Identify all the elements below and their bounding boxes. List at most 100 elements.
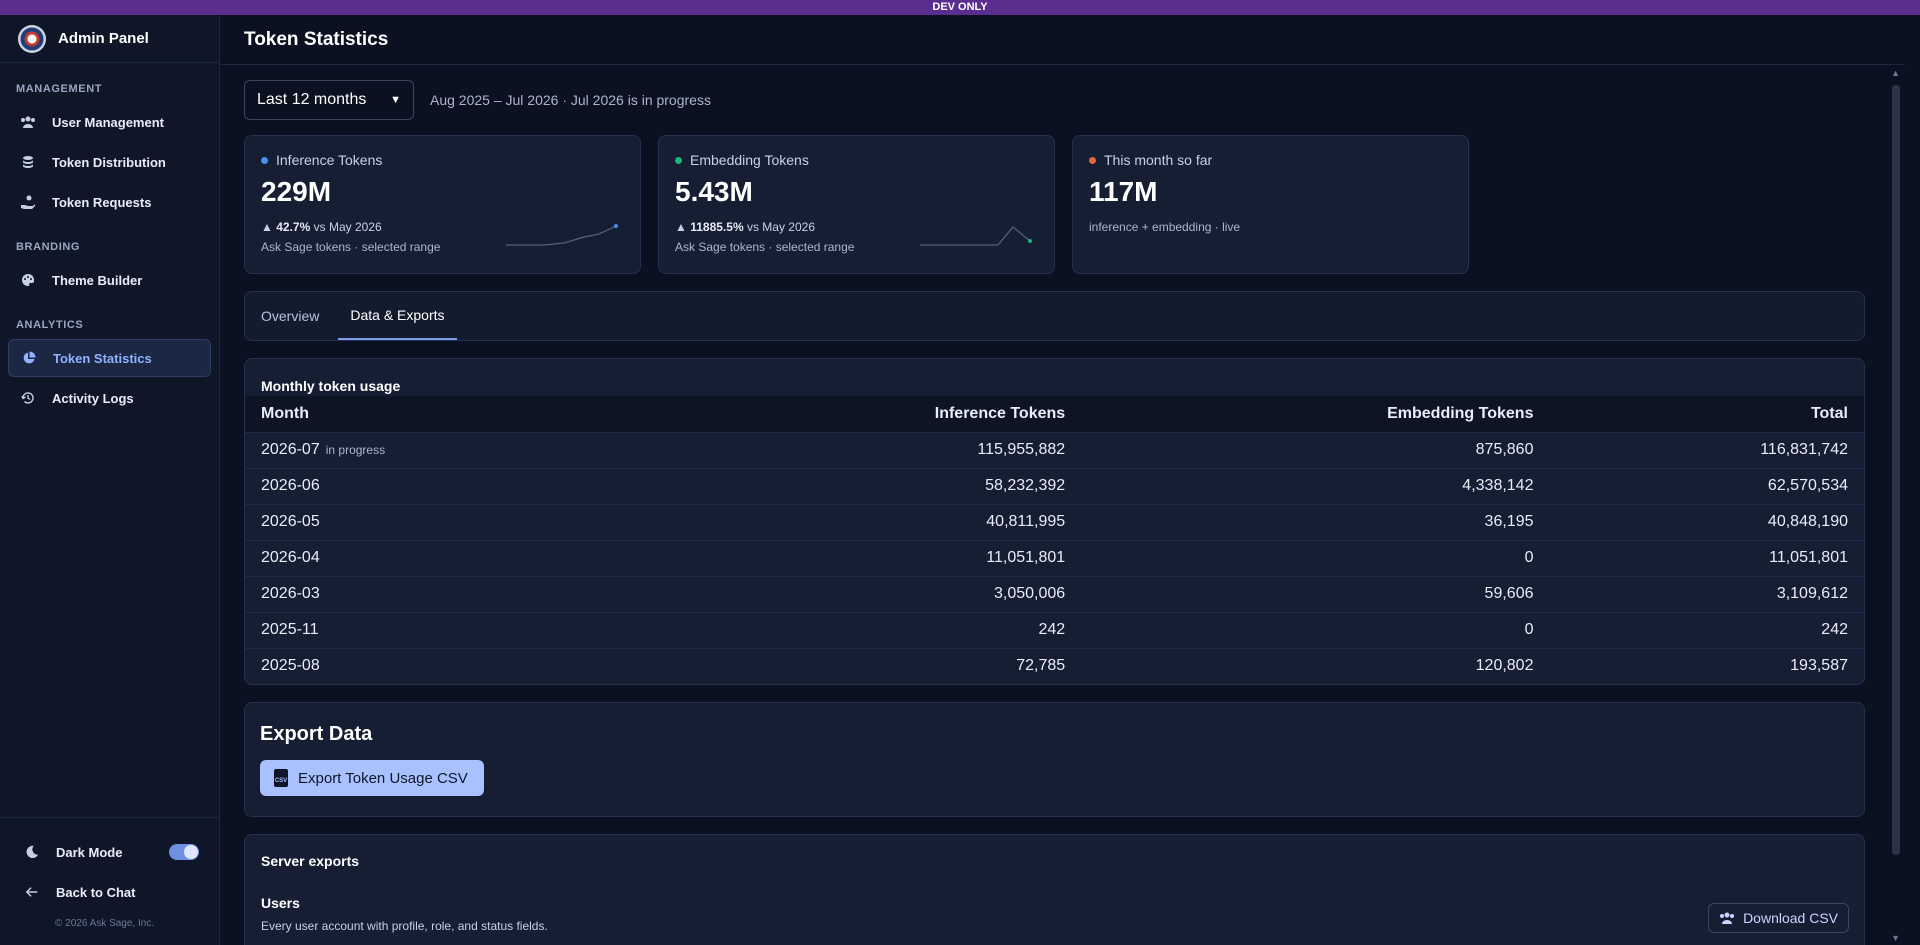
cell-value: 242 — [1038, 621, 1066, 638]
sidebar-item-token-statistics[interactable]: Token Statistics — [8, 339, 211, 377]
total-cell: 62,570,534 — [1549, 467, 1864, 504]
logo-icon — [18, 24, 46, 53]
scrollbar-thumb[interactable] — [1892, 85, 1900, 855]
card-subtitle: Ask Sage tokens · selected range — [261, 240, 441, 254]
card-label: Inference Tokens — [276, 152, 383, 168]
tab-data-exports[interactable]: Data & Exports — [338, 292, 457, 340]
card-value: 5.43M — [675, 176, 753, 207]
tab-overview[interactable]: Overview — [261, 308, 320, 324]
cell-value: 4,338,142 — [1462, 477, 1534, 494]
month-cell: 2026-04 — [245, 539, 655, 576]
export-data-card: Export Data CSV Export Token Usage CSV — [244, 702, 1865, 817]
cell-value: 2026-06 — [261, 477, 320, 494]
column-header[interactable]: Total — [1549, 396, 1864, 432]
triangle-up-icon: ▲ — [261, 220, 273, 234]
month-cell: 2026-05 — [245, 503, 655, 540]
embedding-cell: 59,606 — [1081, 575, 1550, 612]
delta-suffix: vs May 2026 — [746, 220, 816, 234]
status-dot — [1089, 156, 1096, 164]
total-cell: 242 — [1549, 611, 1864, 648]
table-row: 2026-04 11,051,801 0 11,051,801 — [245, 539, 1864, 576]
embedding-cell: 0 — [1081, 611, 1550, 648]
caret-down-icon: ▼ — [390, 94, 401, 106]
cell-value: 0 — [1524, 549, 1534, 566]
card-delta: ▲ 11885.5% vs May 2026 — [675, 220, 1038, 234]
cell-value: 193,587 — [1790, 657, 1848, 675]
status-dot — [261, 156, 268, 164]
sidebar-footer: Dark Mode Back to Chat © 2026 Ask Sage, … — [0, 817, 219, 945]
table-header-row: Month Inference Tokens Embedding Tokens … — [245, 396, 1864, 432]
tab-bar: Overview Data & Exports — [244, 291, 1865, 341]
embedding-cell: 4,338,142 — [1081, 467, 1550, 504]
column-header[interactable]: Month — [245, 396, 655, 432]
cell-value: 2025-08 — [261, 657, 320, 675]
embedding-cell: 36,195 — [1081, 503, 1550, 540]
total-cell: 3,109,612 — [1549, 575, 1864, 612]
inference-cell: 11,051,801 — [654, 539, 1082, 576]
date-range-value: Last 12 months — [257, 91, 367, 108]
scroll-up-icon[interactable]: ▲ — [1891, 68, 1900, 78]
dev-banner: DEV ONLY — [0, 0, 1920, 15]
sidebar-section-heading: BRANDING — [16, 241, 81, 253]
stat-cards: Inference Tokens 229M ▲ 42.7% vs May 202… — [244, 135, 1905, 274]
palette-icon — [20, 272, 36, 288]
cell-value: 72,785 — [1016, 657, 1066, 675]
total-cell: 116,831,742 — [1549, 431, 1864, 468]
cell-value: 2026-07 — [261, 441, 320, 458]
month-cell: 2026-03 — [245, 575, 655, 612]
sidebar-item-user-management[interactable]: User Management — [8, 103, 211, 141]
month-cell: 2025-11 — [245, 611, 655, 648]
hand-coin-icon — [20, 194, 36, 210]
back-to-chat-link[interactable]: Back to Chat — [0, 872, 219, 912]
table-row: 2026-07 in progress 115,955,882 875,860 116,… — [245, 431, 1864, 468]
download-users-csv-button[interactable]: Download CSV — [1708, 903, 1849, 933]
cell-value: 11,051,801 — [1769, 549, 1848, 566]
monthly-usage-table: Month Inference Tokens Embedding Tokens … — [245, 396, 1864, 684]
sidebar-item-theme-builder[interactable]: Theme Builder — [8, 261, 211, 299]
cell-value: 116,831,742 — [1760, 441, 1848, 458]
dark-mode-toggle[interactable] — [169, 844, 199, 860]
column-header[interactable]: Inference Tokens — [654, 396, 1082, 432]
users-export-title: Users — [261, 895, 300, 911]
total-cell: 40,848,190 — [1549, 503, 1864, 540]
column-header[interactable]: Embedding Tokens — [1081, 396, 1550, 432]
sidebar-item-token-distribution[interactable]: Token Distribution — [8, 143, 211, 181]
month-cell: 2025-08 — [245, 647, 655, 684]
topbar: Token Statistics — [220, 15, 1905, 65]
back-to-chat-label: Back to Chat — [56, 884, 136, 900]
sidebar: Admin Panel MANAGEMENT User Management Tok… — [0, 15, 220, 945]
export-button-label: Export Token Usage CSV — [298, 769, 468, 787]
sidebar-nav: MANAGEMENT User Management Token Distribut… — [0, 83, 219, 417]
export-token-usage-button[interactable]: CSV Export Token Usage CSV — [260, 760, 484, 796]
inference-cell: 115,955,882 — [654, 431, 1082, 468]
cell-value: 0 — [1524, 621, 1534, 638]
pie-chart-icon — [21, 350, 37, 366]
sidebar-brand: Admin Panel — [0, 15, 219, 63]
cell-value: 3,050,006 — [993, 585, 1066, 602]
card-subtitle: inference + embedding · live — [1089, 220, 1241, 234]
table-row: 2026-05 40,811,995 36,195 40,848,190 — [245, 503, 1864, 540]
sidebar-item-activity-logs[interactable]: Activity Logs — [8, 379, 211, 417]
this-month-card: This month so far 117M inference + embed… — [1072, 135, 1469, 274]
download-csv-label: Download CSV — [1743, 910, 1838, 926]
date-range-text: Aug 2025 – Jul 2026 · Jul 2026 is in pro… — [430, 92, 711, 108]
date-range-select[interactable]: Last 12 months ▼ — [244, 80, 414, 120]
cell-value: 242 — [1821, 621, 1848, 638]
cell-value: 62,570,534 — [1767, 477, 1848, 494]
cell-value: 115,955,882 — [977, 441, 1066, 458]
card-value: 117M — [1089, 176, 1158, 207]
sidebar-title: Admin Panel — [58, 30, 149, 47]
inference-cell: 242 — [654, 611, 1082, 648]
sidebar-item-label: Theme Builder — [52, 272, 143, 288]
delta-value: 42.7% — [276, 220, 311, 234]
users-icon — [20, 114, 36, 130]
cell-value: 11,051,801 — [986, 549, 1066, 566]
sidebar-item-label: Token Requests — [52, 194, 152, 210]
sidebar-item-token-requests[interactable]: Token Requests — [8, 183, 211, 221]
card-subtitle: Ask Sage tokens · selected range — [675, 240, 855, 254]
history-icon — [20, 390, 36, 406]
scroll-down-icon[interactable]: ▼ — [1891, 933, 1900, 943]
card-label: This month so far — [1104, 152, 1213, 168]
inference-tokens-card: Inference Tokens 229M ▲ 42.7% vs May 202… — [244, 135, 641, 274]
status-dot — [675, 156, 682, 164]
